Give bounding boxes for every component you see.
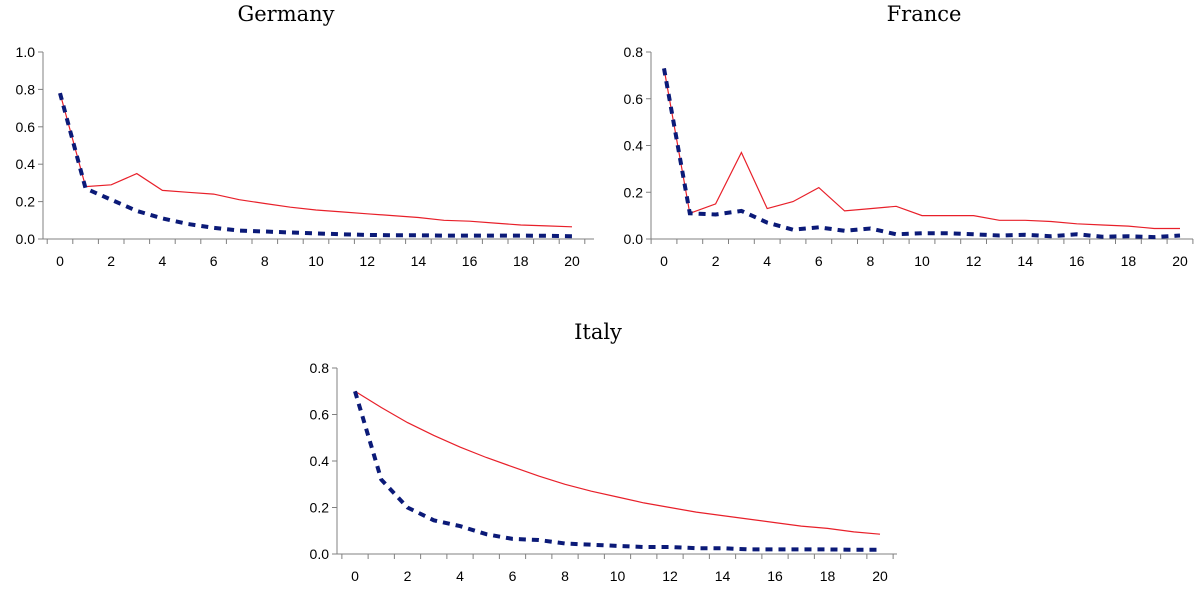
germany-x-tick-label: 16 [462, 253, 478, 269]
italy-y-tick-label: 0.4 [310, 453, 330, 469]
france-x-tick-label: 4 [763, 253, 771, 269]
italy-y-tick-label: 0.8 [310, 360, 330, 376]
france-x-tick-label: 8 [867, 253, 875, 269]
italy-series-solid-line [354, 390, 881, 535]
italy-x-tick-label: 10 [610, 568, 626, 584]
france-y-tick-label: 0.4 [624, 138, 644, 154]
france-x-tick-label: 10 [914, 253, 930, 269]
france-x-tick-label: 2 [712, 253, 720, 269]
germany-x-tick-label: 20 [564, 253, 580, 269]
italy-y-tick-label: 0.2 [310, 500, 330, 516]
chart-title-france: France [886, 2, 962, 26]
germany-y-tick-label: 0.0 [16, 231, 36, 247]
italy-series-dashed-line [353, 390, 880, 552]
germany-y-tick-label: 1.0 [16, 44, 36, 60]
germany-y-tick-label: 0.4 [16, 156, 36, 172]
germany-series-solid-line [59, 92, 573, 228]
italy-y-tick-label: 0.0 [310, 546, 330, 562]
france-y-tick-label: 0.8 [624, 44, 644, 60]
italy-x-tick-label: 4 [456, 568, 464, 584]
germany-x-tick-label: 8 [261, 253, 269, 269]
germany-series-dashed-line [58, 92, 573, 239]
germany-y-tick-label: 0.8 [16, 81, 36, 97]
france-x-tick-label: 14 [1017, 253, 1033, 269]
germany-x-tick-label: 2 [107, 253, 115, 269]
france-series-dashed-line [662, 68, 1181, 240]
france-y-tick-label: 0.2 [624, 184, 644, 200]
france-x-tick-label: 16 [1069, 253, 1085, 269]
germany-x-tick-label: 18 [513, 253, 529, 269]
france-y-tick-label: 0.0 [624, 231, 644, 247]
italy-x-tick-label: 6 [509, 568, 517, 584]
italy-x-tick-label: 16 [767, 568, 783, 584]
germany-x-tick-label: 12 [359, 253, 375, 269]
italy-x-tick-label: 14 [715, 568, 731, 584]
france-x-tick-label: 6 [815, 253, 823, 269]
italy-x-tick-label: 18 [820, 568, 836, 584]
germany-y-tick-label: 0.6 [16, 119, 36, 135]
france-x-tick-label: 0 [660, 253, 668, 269]
italy-x-tick-label: 20 [872, 568, 888, 584]
italy-x-tick-label: 8 [561, 568, 569, 584]
france-x-tick-label: 20 [1172, 253, 1188, 269]
italy-x-tick-label: 0 [351, 568, 359, 584]
germany-x-tick-label: 10 [308, 253, 324, 269]
italy-x-tick-label: 2 [404, 568, 412, 584]
germany-x-tick-label: 6 [210, 253, 218, 269]
italy-y-tick-label: 0.6 [310, 407, 330, 423]
france-series-solid-line [663, 68, 1180, 230]
germany-x-tick-label: 14 [411, 253, 427, 269]
france-x-tick-label: 18 [1121, 253, 1137, 269]
chart-title-italy: Italy [574, 320, 622, 344]
chart-title-germany: Germany [237, 2, 335, 26]
france-x-tick-label: 12 [966, 253, 982, 269]
italy-x-tick-label: 12 [662, 568, 678, 584]
france-y-tick-label: 0.6 [624, 91, 644, 107]
germany-x-tick-label: 0 [56, 253, 64, 269]
germany-x-tick-label: 4 [159, 253, 167, 269]
germany-y-tick-label: 0.2 [16, 194, 36, 210]
